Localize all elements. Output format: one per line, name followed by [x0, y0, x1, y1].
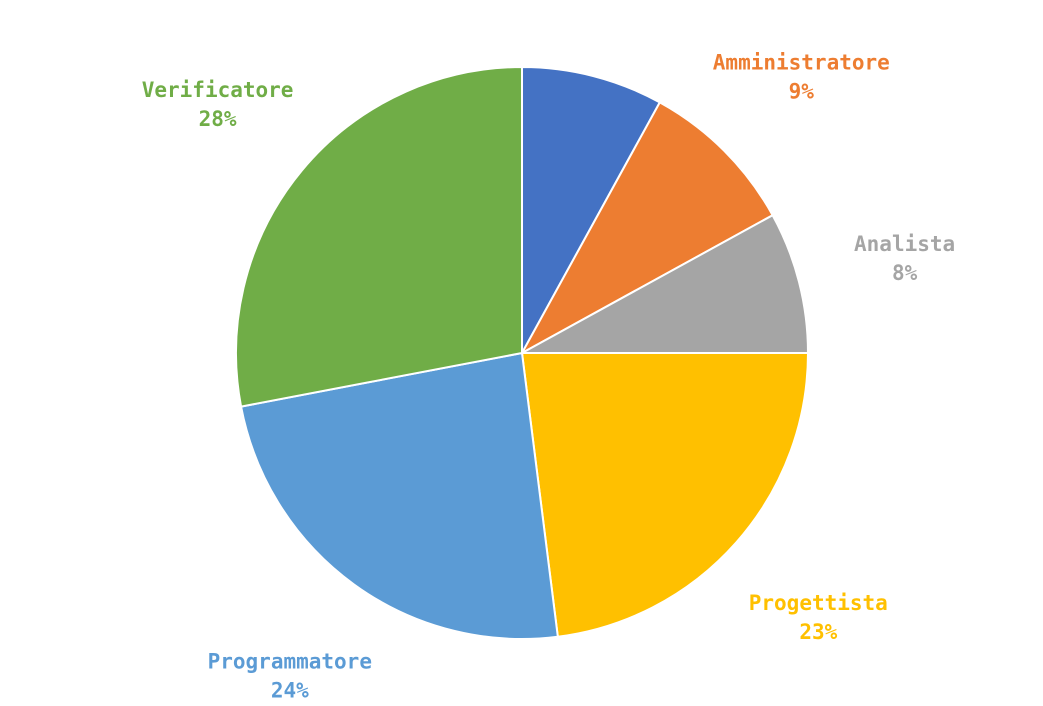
percent-label: 9%: [789, 80, 815, 104]
data-label-programmatore: Programmatore 24%: [208, 650, 372, 703]
data-label-progettista: Progettista 23%: [749, 591, 888, 644]
percent-label: 28%: [199, 107, 237, 131]
percent-label: 24%: [271, 679, 309, 703]
pie-slice-verificatore: [236, 67, 522, 407]
percent-label: 23%: [799, 620, 837, 644]
category-label: Progettista: [749, 591, 888, 615]
data-label-amministratore: Amministratore 9%: [713, 51, 890, 104]
percent-label: 8%: [892, 261, 918, 285]
category-label: Programmatore: [208, 650, 372, 674]
category-label: Amministratore: [713, 51, 890, 75]
data-label-analista: Analista 8%: [854, 232, 955, 285]
category-label: Verificatore: [142, 78, 294, 102]
data-label-verificatore: Verificatore 28%: [142, 78, 294, 131]
category-label: Analista: [854, 232, 955, 256]
pie-slices: [236, 67, 808, 639]
